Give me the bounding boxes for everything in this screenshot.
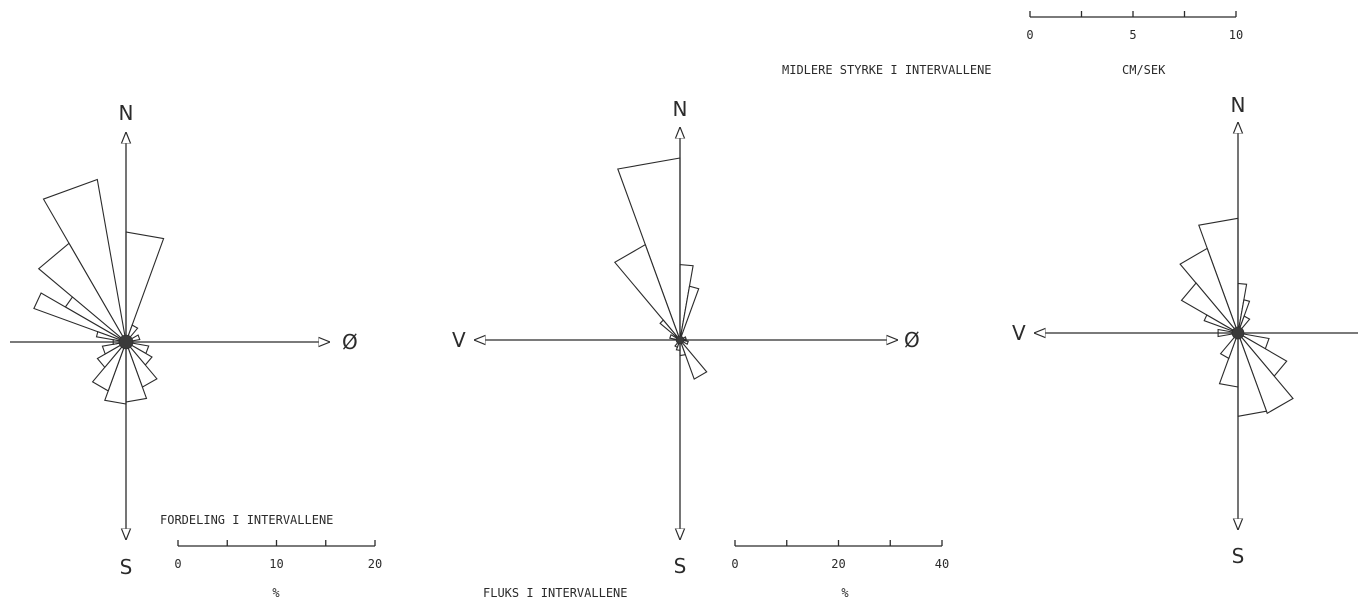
rose-petals-midlere-styrke <box>1179 217 1294 417</box>
scale-ticks: 0 5 10 <box>1026 11 1243 42</box>
scale-bar-fluks: 0 20 40 % FLUKS I INTERVALLENE <box>483 540 949 600</box>
rose-sector <box>679 339 708 380</box>
scale-tick-label: 5 <box>1129 28 1136 42</box>
scale-bar-fordeling: FORDELING I INTERVALLENE 0 10 20 % <box>160 513 382 600</box>
rose-sector <box>1219 332 1239 360</box>
scale-tick-label: 0 <box>174 557 181 571</box>
rose-panel-midlere-styrke: N S V <box>1012 93 1358 568</box>
west-label: V <box>1012 321 1026 345</box>
rose-petals-fluks <box>613 157 708 380</box>
north-label: N <box>1231 93 1246 117</box>
south-label: S <box>120 555 133 579</box>
north-label: N <box>119 101 134 125</box>
scale-tick-label: 0 <box>731 557 738 571</box>
scale-tick-label: 10 <box>269 557 283 571</box>
scale-tick-label: 10 <box>1229 28 1243 42</box>
scale-title: FORDELING I INTERVALLENE <box>160 513 333 527</box>
rose-petals-fordeling <box>33 178 165 405</box>
scale-ticks: 0 10 20 <box>174 540 382 571</box>
scale-ticks: 0 20 40 <box>731 540 949 571</box>
rose-center <box>118 334 134 350</box>
scale-title: FLUKS I INTERVALLENE <box>483 586 628 600</box>
rose-panel-fordeling: N S Ø <box>10 101 358 579</box>
rose-sector <box>613 243 681 341</box>
scale-tick-label: 20 <box>368 557 382 571</box>
north-label: N <box>673 97 688 121</box>
south-label: S <box>1232 544 1245 568</box>
rose-sector <box>659 319 681 341</box>
rose-sector <box>679 285 700 341</box>
scale-title: MIDLERE STYRKE I INTERVALLENE <box>782 63 992 77</box>
rose-center <box>675 335 685 345</box>
scale-bar-midlere-styrke: 0 5 10 MIDLERE STYRKE I INTERVALLENE CM/SE… <box>782 11 1243 77</box>
south-label: S <box>674 554 687 578</box>
rose-center <box>1231 326 1245 340</box>
rose-sector <box>617 157 681 341</box>
rose-sector <box>33 292 127 343</box>
rose-panel-fluks: N S Ø V <box>452 97 920 578</box>
east-label: Ø <box>904 328 920 352</box>
scale-tick-label: 40 <box>935 557 949 571</box>
scale-unit: % <box>272 586 280 600</box>
east-label: Ø <box>342 330 358 354</box>
scale-unit: CM/SEK <box>1122 63 1166 77</box>
rose-sector <box>95 330 127 343</box>
scale-tick-label: 0 <box>1026 28 1033 42</box>
scale-unit: % <box>841 586 849 600</box>
rose-sector <box>1203 314 1239 334</box>
scale-tick-label: 20 <box>831 557 845 571</box>
west-label: V <box>452 328 466 352</box>
